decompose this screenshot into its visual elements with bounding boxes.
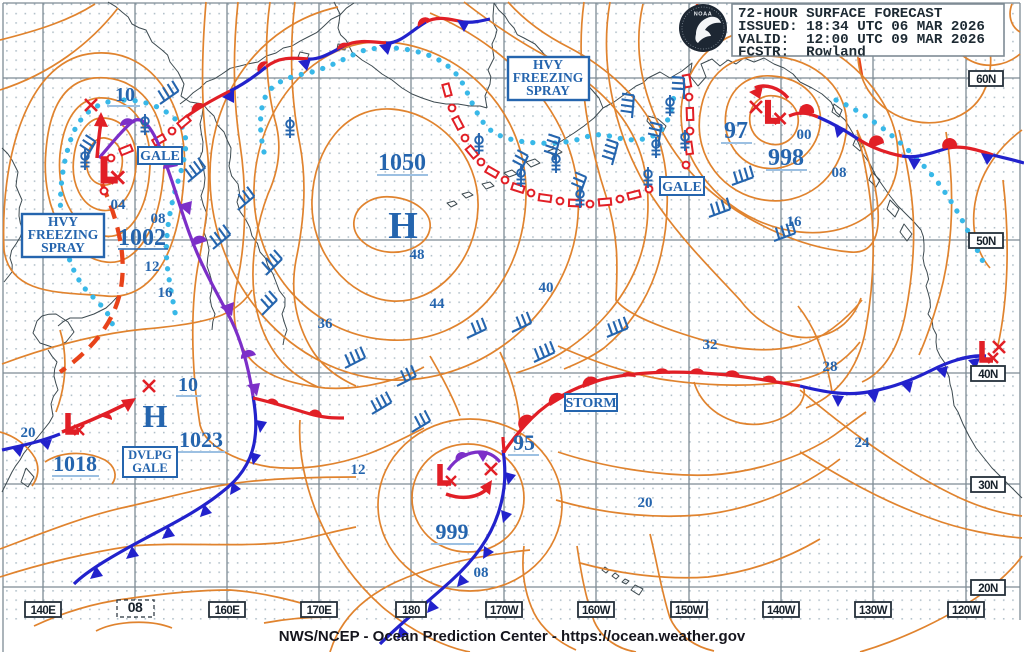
svg-text:12: 12 xyxy=(145,259,160,275)
svg-text:GALE: GALE xyxy=(662,180,702,195)
svg-text:60N: 60N xyxy=(976,74,996,86)
svg-text:GALE: GALE xyxy=(140,149,180,164)
svg-text:00: 00 xyxy=(797,127,812,143)
svg-text:28: 28 xyxy=(823,359,838,375)
svg-text:NWS/NCEP - Ocean Prediction Ce: NWS/NCEP - Ocean Prediction Center - htt… xyxy=(279,628,746,645)
svg-text:1018: 1018 xyxy=(53,451,97,476)
svg-text:04: 04 xyxy=(111,197,127,213)
svg-text:H: H xyxy=(143,398,168,434)
svg-text:10: 10 xyxy=(115,84,135,106)
svg-text:48: 48 xyxy=(410,247,425,263)
svg-text:08: 08 xyxy=(474,565,489,581)
svg-text:16: 16 xyxy=(787,214,803,230)
svg-text:999: 999 xyxy=(436,519,469,544)
svg-text:GALE: GALE xyxy=(132,461,167,475)
svg-text:DVLPG: DVLPG xyxy=(128,448,172,462)
svg-text:97: 97 xyxy=(724,118,748,144)
svg-text:160W: 160W xyxy=(582,605,611,617)
svg-text:VALID: 12:00 UTC 09 MAR 2026: VALID: 12:00 UTC 09 MAR 2026 xyxy=(738,32,985,48)
svg-text:998: 998 xyxy=(768,145,804,171)
svg-text:1050: 1050 xyxy=(378,150,426,176)
svg-text:150W: 150W xyxy=(675,605,704,617)
svg-text:FREEZING: FREEZING xyxy=(28,227,99,242)
svg-text:170W: 170W xyxy=(490,605,519,617)
svg-text:HVY: HVY xyxy=(533,57,563,72)
svg-text:36: 36 xyxy=(318,316,334,332)
svg-text:170E: 170E xyxy=(307,605,333,617)
svg-text:16: 16 xyxy=(158,285,174,301)
svg-text:20N: 20N xyxy=(978,583,998,595)
svg-text:08: 08 xyxy=(151,211,166,227)
svg-text:20: 20 xyxy=(638,495,653,511)
svg-text:SPRAY: SPRAY xyxy=(41,240,85,255)
svg-text:1023: 1023 xyxy=(179,427,223,452)
svg-text:44: 44 xyxy=(430,296,446,312)
svg-text:130W: 130W xyxy=(859,605,888,617)
svg-text:FREEZING: FREEZING xyxy=(513,70,584,85)
svg-text:ISSUED: 18:34 UTC 06 MAR 2026: ISSUED: 18:34 UTC 06 MAR 2026 xyxy=(738,19,985,35)
svg-text:STORM: STORM xyxy=(565,396,616,411)
svg-text:180: 180 xyxy=(402,605,420,617)
svg-text:08: 08 xyxy=(128,599,143,615)
svg-text:10: 10 xyxy=(178,374,198,396)
svg-text:120W: 120W xyxy=(952,605,981,617)
svg-text:140W: 140W xyxy=(767,605,796,617)
svg-text:1002: 1002 xyxy=(118,225,166,251)
svg-text:FCSTR: Rowland: FCSTR: Rowland xyxy=(738,45,866,61)
svg-text:140E: 140E xyxy=(31,605,57,617)
svg-text:12: 12 xyxy=(351,462,366,478)
svg-text:HVY: HVY xyxy=(48,214,78,229)
svg-text:30N: 30N xyxy=(978,480,998,492)
svg-text:160E: 160E xyxy=(215,605,241,617)
svg-text:32: 32 xyxy=(703,337,718,353)
svg-text:08: 08 xyxy=(832,165,847,181)
svg-text:95: 95 xyxy=(513,430,535,455)
svg-text:24: 24 xyxy=(855,435,871,451)
svg-text:NOAA: NOAA xyxy=(694,12,713,18)
svg-text:40: 40 xyxy=(539,280,554,296)
svg-text:50N: 50N xyxy=(976,236,996,248)
svg-text:20: 20 xyxy=(21,425,36,441)
svg-text:72-HOUR SURFACE FORECAST: 72-HOUR SURFACE FORECAST xyxy=(738,6,943,22)
svg-text:SPRAY: SPRAY xyxy=(526,83,570,98)
svg-text:H: H xyxy=(388,205,418,247)
svg-text:40N: 40N xyxy=(978,369,998,381)
